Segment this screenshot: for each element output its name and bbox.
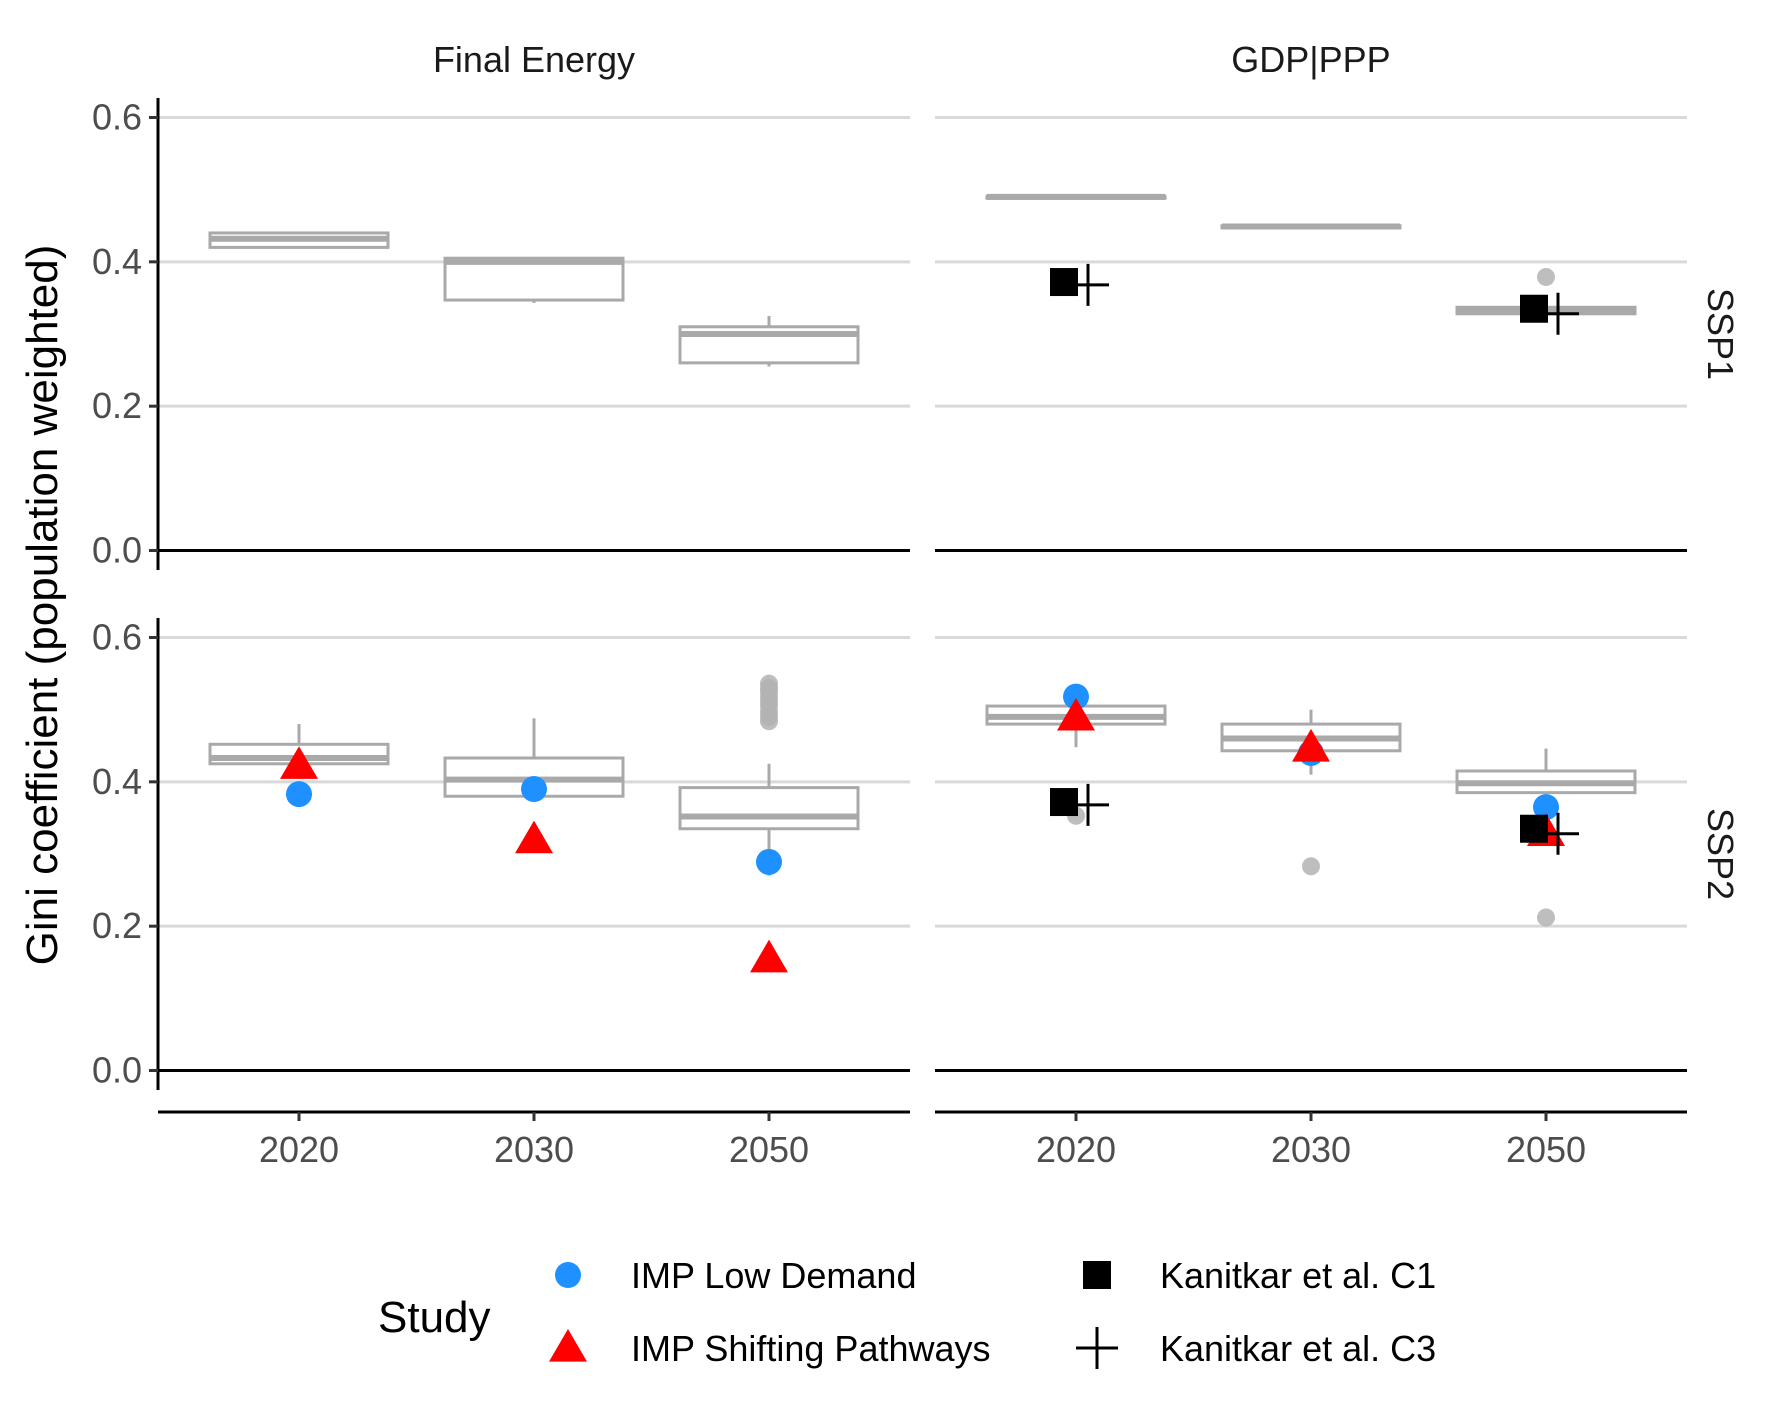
point-kanitkar-et-al-c1 — [1520, 814, 1548, 843]
box-2050 — [678, 315, 860, 367]
y-axis-title: Gini coefficient (population weighted) — [18, 245, 67, 966]
x-tick-label: 2020 — [259, 1129, 339, 1170]
outlier-point — [1302, 857, 1320, 876]
legend-key-cross — [1076, 1327, 1118, 1369]
outlier-point — [1537, 267, 1555, 286]
point-kanitkar-et-al-c3 — [1537, 812, 1579, 855]
column-strip-gdp-ppp: GDP|PPP — [1231, 39, 1390, 80]
point-imp-shifting-pathways — [1292, 728, 1330, 762]
x-tick-label: 2030 — [1271, 1129, 1351, 1170]
legend-key-square — [1083, 1261, 1111, 1289]
panel-ssp2-gdp-ppp — [935, 635, 1687, 1073]
box-2020 — [208, 231, 390, 249]
row-strip-ssp1: SSP1 — [1700, 288, 1741, 380]
y-tick-label: 0.6 — [92, 96, 142, 137]
point-imp-shifting-pathways — [515, 820, 553, 854]
x-axis-gdp-ppp: 2020 2030 2050 — [935, 1110, 1687, 1170]
legend-item-kanitkar-et-al-c3: Kanitkar et al. C3 — [1076, 1327, 1436, 1369]
point-kanitkar-et-al-c3 — [1067, 783, 1109, 826]
point-kanitkar-et-al-c3 — [1537, 292, 1579, 335]
legend-title: Study — [378, 1293, 491, 1342]
column-strip-final-energy: Final Energy — [433, 39, 635, 80]
point-kanitkar-et-al-c1 — [1520, 294, 1548, 323]
point-imp-low-demand — [756, 848, 782, 875]
point-kanitkar-et-al-c1 — [1050, 788, 1078, 817]
legend-item-imp-shifting-pathways: IMP Shifting Pathways — [549, 1328, 991, 1369]
panel-ssp1-gdp-ppp — [935, 115, 1687, 553]
point-kanitkar-et-al-c1 — [1050, 268, 1078, 297]
box-body — [443, 256, 625, 302]
box-2030 — [443, 256, 625, 303]
point-imp-low-demand — [521, 776, 547, 803]
legend-key-circle — [555, 1262, 581, 1288]
x-axis-final-energy: 2020 2030 2050 — [158, 1110, 910, 1170]
y-tick-label: 0.6 — [92, 616, 142, 657]
x-tick-label: 2050 — [729, 1129, 809, 1170]
y-axis-ssp1: 0.0 0.2 0.4 0.6 SSP1 — [92, 96, 1741, 570]
box-2020 — [985, 193, 1167, 200]
x-tick-label: 2030 — [494, 1129, 574, 1170]
panel-ssp1-final-energy — [158, 115, 910, 553]
point-imp-low-demand — [1063, 683, 1089, 710]
y-tick-label: 0.0 — [92, 1050, 142, 1091]
outlier-point — [760, 674, 778, 693]
panels: 0.0 0.2 0.4 0.6 SSP1 0.0 0.2 0.4 0.6 SSP2 Final En… — [92, 39, 1741, 1170]
x-tick-label: 2020 — [1036, 1129, 1116, 1170]
x-tick-label: 2050 — [1506, 1129, 1586, 1170]
row-strip-ssp2: SSP2 — [1700, 808, 1741, 900]
y-tick-label: 0.2 — [92, 385, 142, 426]
box-2030 — [1220, 223, 1402, 230]
panel-ssp2-final-energy — [158, 635, 910, 1073]
y-tick-label: 0.0 — [92, 530, 142, 571]
point-imp-shifting-pathways — [750, 939, 788, 973]
outlier-point — [1537, 908, 1555, 927]
legend-label: IMP Low Demand — [631, 1255, 916, 1296]
y-tick-label: 0.4 — [92, 761, 142, 802]
point-imp-low-demand — [1533, 794, 1559, 821]
legend-key-triangle — [549, 1329, 587, 1362]
y-tick-label: 0.4 — [92, 241, 142, 282]
y-axis-ssp2: 0.0 0.2 0.4 0.6 SSP2 — [92, 616, 1741, 1090]
box-2050 — [1455, 748, 1637, 927]
point-imp-low-demand — [286, 781, 312, 808]
point-kanitkar-et-al-c3 — [1067, 263, 1109, 306]
y-tick-label: 0.2 — [92, 905, 142, 946]
legend-label: IMP Shifting Pathways — [631, 1328, 991, 1369]
legend-label: Kanitkar et al. C1 — [1160, 1255, 1436, 1296]
legend-label: Kanitkar et al. C3 — [1160, 1328, 1436, 1369]
point-imp-shifting-pathways — [280, 746, 318, 779]
legend-item-kanitkar-et-al-c1: Kanitkar et al. C1 — [1083, 1255, 1436, 1296]
legend: Study IMP Low Demand IMP Shifting Pathway… — [378, 1255, 1436, 1369]
point-imp-shifting-pathways — [1057, 697, 1095, 731]
box-2050 — [678, 674, 860, 876]
legend-item-imp-low-demand: IMP Low Demand — [555, 1255, 916, 1296]
box-body — [678, 786, 860, 831]
